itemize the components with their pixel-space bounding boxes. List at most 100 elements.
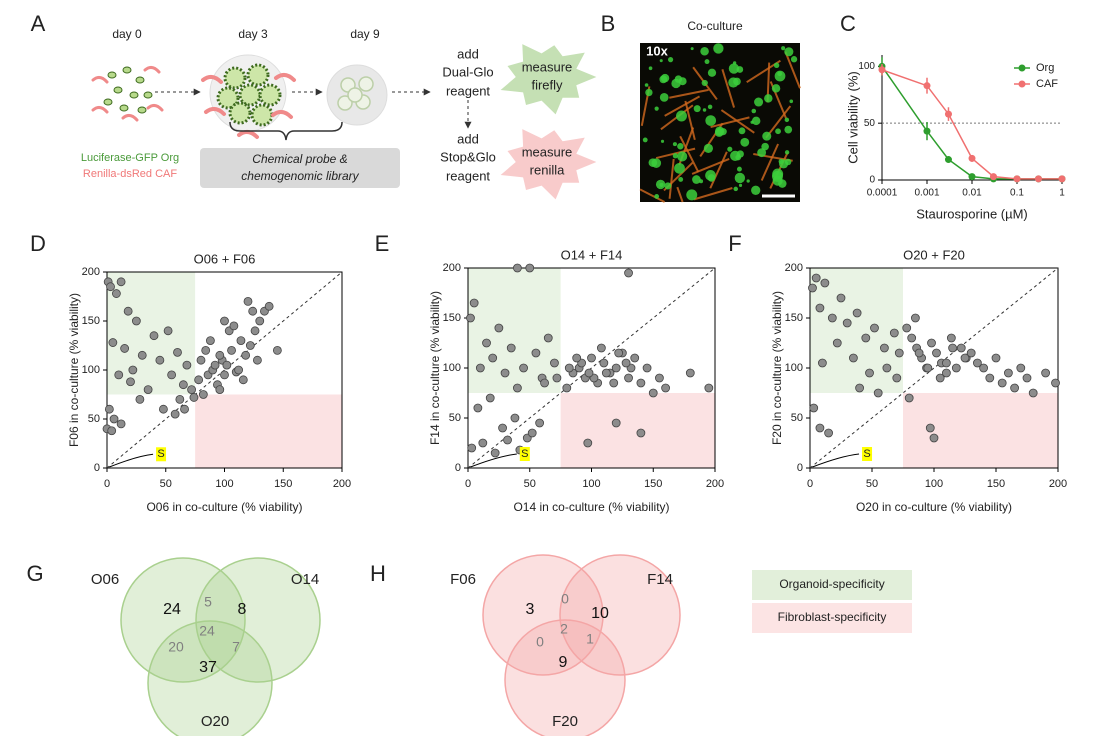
- organoid: [223, 66, 247, 90]
- data-point: [540, 378, 549, 388]
- organoid-cell: [690, 47, 694, 51]
- measure-text: firefly: [531, 77, 563, 92]
- legend-marker: [1018, 80, 1026, 88]
- organoid-cell: [733, 77, 741, 86]
- data-point: [624, 268, 633, 278]
- venn-set-label: O14: [291, 571, 319, 588]
- data-point: [989, 173, 997, 181]
- panel-label: B: [601, 11, 616, 36]
- fibroblast: [765, 105, 792, 139]
- y-tick-label: 0: [94, 462, 100, 474]
- organoid-cell: [659, 75, 668, 84]
- data-point: [241, 350, 251, 360]
- organoid-cell: [789, 99, 794, 104]
- data-point: [1058, 175, 1066, 183]
- organoid-cell: [738, 127, 746, 135]
- data-point: [178, 380, 188, 390]
- venn-set-label: O20: [201, 713, 229, 730]
- organoid-cell: [740, 137, 750, 147]
- data-point: [250, 326, 260, 336]
- x-tick-label: 200: [333, 478, 351, 490]
- data-point: [892, 373, 902, 383]
- organoid-cell: [713, 43, 724, 54]
- organoid-cell: [707, 68, 717, 77]
- data-point: [870, 323, 879, 333]
- organoid-cell: [736, 166, 742, 172]
- data-point: [173, 347, 182, 357]
- organoid-cell: [727, 146, 733, 152]
- venn-count: 10: [591, 605, 609, 622]
- organoid-cell: [771, 84, 781, 93]
- data-point: [180, 404, 189, 414]
- data-point: [120, 344, 130, 353]
- data-point: [210, 360, 220, 370]
- organoid-cell: [746, 179, 750, 183]
- venn-circle: [120, 557, 246, 683]
- organoid-cell: [777, 71, 783, 77]
- organoid-cell: [678, 77, 687, 86]
- data-point: [932, 348, 941, 358]
- data-point: [832, 338, 842, 348]
- data-point: [494, 323, 504, 333]
- caf-cell: [91, 75, 109, 84]
- data-point: [135, 394, 145, 404]
- data-point: [882, 363, 892, 373]
- data-point: [201, 345, 211, 355]
- organoid-cell: [733, 186, 739, 192]
- fibroblast: [720, 109, 755, 134]
- data-point: [243, 296, 253, 306]
- data-point: [855, 383, 864, 393]
- data-point: [946, 333, 956, 343]
- data-point: [155, 355, 165, 365]
- data-point: [527, 428, 537, 438]
- caf-cell: [146, 103, 164, 112]
- fibroblast: [669, 88, 709, 99]
- data-point: [609, 378, 619, 388]
- venn-circle: [559, 554, 681, 676]
- venn-count: 20: [168, 639, 184, 655]
- caf-cell: [201, 75, 223, 84]
- organoid-cell: [693, 105, 701, 113]
- caf-cell: [271, 110, 293, 119]
- data-point: [809, 403, 819, 413]
- panel-label: F: [728, 231, 741, 256]
- data-point: [902, 323, 912, 333]
- data-point: [513, 383, 522, 393]
- data-point: [1041, 368, 1050, 378]
- data-point: [624, 373, 633, 383]
- organoid-cell: [677, 151, 688, 162]
- data-point: [815, 303, 825, 313]
- x-axis-label: O06 in co-culture (% viability): [146, 500, 302, 514]
- y-tick-label: 0: [797, 462, 803, 474]
- organoid-cell: [644, 83, 649, 87]
- data-point: [498, 423, 507, 433]
- legend-label: CAF: [1036, 78, 1058, 90]
- venn-count: 24: [199, 623, 215, 639]
- organoid-cell: [651, 158, 662, 168]
- data-point: [198, 390, 208, 399]
- data-point: [849, 353, 858, 363]
- step-text: add: [457, 131, 479, 146]
- panel-label: C: [840, 11, 856, 36]
- organoid-cell: [751, 108, 757, 114]
- y-tick-label: 150: [82, 315, 100, 327]
- data-point: [927, 338, 936, 348]
- data-point: [914, 348, 924, 358]
- organoid-cell: [113, 86, 123, 94]
- x-axis-label: Staurosporine (µM): [916, 206, 1028, 221]
- organoid: [258, 83, 282, 107]
- data-point: [636, 378, 646, 388]
- x-tick-label: 200: [706, 478, 724, 490]
- data-point: [979, 363, 988, 373]
- data-point: [513, 263, 522, 273]
- cell-legend: Renilla-dsRed CAF: [83, 168, 177, 180]
- venn-circle: [147, 620, 273, 736]
- organoid-cell: [677, 143, 684, 150]
- fibroblast: [639, 188, 666, 203]
- data-point: [506, 343, 516, 353]
- y-axis-label: F06 in co-culture (% viability): [67, 293, 81, 447]
- data-point: [482, 338, 491, 348]
- data-point: [611, 363, 621, 373]
- y-tick-label: 150: [785, 312, 803, 324]
- organoid-cell: [660, 139, 665, 143]
